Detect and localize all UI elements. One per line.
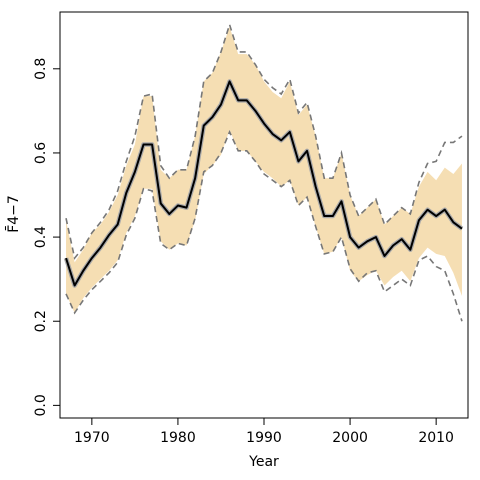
x-tick-label: 2000 [332, 430, 368, 446]
y-tick-label: 0.8 [33, 58, 49, 80]
x-tick-label: 2010 [418, 430, 454, 446]
y-tick-label: 0.6 [33, 142, 49, 164]
y-tick-label: 0.4 [33, 226, 49, 248]
y-axis: 0.0 0.2 0.4 0.6 0.8 [33, 58, 61, 417]
plot-area [59, 11, 469, 419]
x-axis: 1970 1980 1990 2000 2010 [74, 417, 454, 446]
x-axis-title: Year [248, 454, 279, 470]
x-tick-label: 1980 [160, 430, 196, 446]
upper-interval-line [65, 21, 463, 260]
x-tick-label: 1970 [74, 430, 110, 446]
y-tick-label: 0.0 [33, 394, 49, 416]
x-tick-label: 1990 [246, 430, 282, 446]
lower-interval-line [65, 129, 463, 322]
y-axis-title: F̄4−7 [4, 195, 22, 233]
y-tick-label: 0.2 [33, 310, 49, 332]
estimate-line [65, 80, 463, 287]
confidence-band [66, 26, 462, 313]
